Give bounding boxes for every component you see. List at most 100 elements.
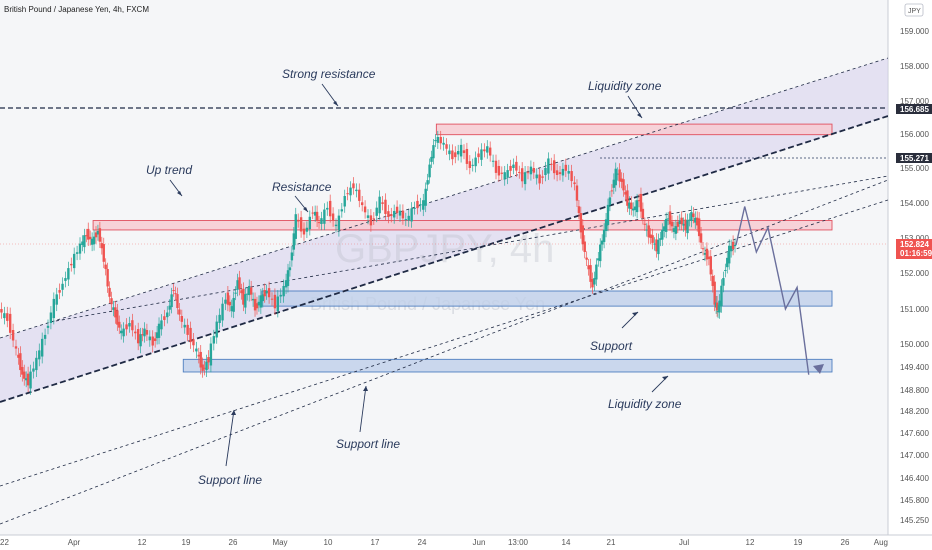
candle-body — [372, 218, 376, 220]
candle-body — [387, 211, 390, 217]
candle-body — [87, 228, 90, 240]
price-tick-label: 149.400 — [900, 363, 929, 372]
candle-body — [70, 263, 73, 266]
candle-body — [267, 288, 271, 298]
candle-body — [561, 168, 565, 176]
zone-liquidity-bottom[interactable] — [182, 358, 833, 373]
candle-body — [168, 305, 171, 310]
candle-body — [729, 245, 733, 252]
label-liquidity-zone-top: Liquidity zone — [588, 79, 662, 93]
candle-body — [3, 313, 6, 319]
candle-body — [488, 147, 492, 156]
candle-body — [240, 290, 243, 294]
zone-resistance[interactable] — [92, 220, 833, 231]
candle-body — [567, 171, 570, 174]
candle-body — [426, 180, 429, 185]
candle-body — [535, 174, 538, 179]
candle-body — [624, 191, 627, 195]
uptrend-lower-line[interactable] — [0, 115, 888, 403]
level-badge-156685 — [896, 104, 932, 114]
candle-body — [630, 202, 633, 210]
candle-body — [381, 202, 384, 204]
candle-body — [328, 200, 332, 217]
candle-body — [134, 331, 137, 334]
candle-body — [67, 268, 70, 280]
time-axis-panel — [0, 535, 932, 550]
candle-body — [114, 307, 117, 318]
candle-body — [215, 321, 218, 338]
candle-body — [242, 288, 245, 305]
uptrend-upper-line[interactable] — [0, 57, 888, 339]
label-support: Support — [590, 339, 633, 353]
candle-body — [55, 294, 58, 305]
candle-body — [83, 235, 86, 248]
candle-body — [284, 280, 288, 288]
candle-body — [699, 233, 703, 243]
candle-body — [128, 323, 131, 327]
candle-body — [639, 193, 643, 212]
time-tick-label: Jul — [679, 538, 689, 547]
candle-body — [228, 301, 232, 306]
candle-body — [413, 207, 416, 209]
candle-body — [352, 183, 355, 189]
price-projection-path[interactable] — [735, 206, 810, 375]
candle-body — [663, 226, 666, 231]
candle-body — [471, 164, 474, 166]
candle-body — [544, 168, 547, 175]
uptrend-mid-line[interactable] — [49, 175, 888, 323]
candle-body — [523, 172, 527, 185]
candle-body — [459, 144, 463, 157]
candle-body — [311, 212, 314, 214]
candle-body — [608, 197, 612, 205]
candle-body — [378, 196, 381, 214]
candle-body — [456, 151, 460, 155]
candle-body — [205, 361, 208, 371]
candle-body — [641, 208, 645, 219]
zone-support[interactable] — [261, 290, 833, 307]
candle-body — [253, 298, 257, 311]
candle-body — [526, 172, 530, 174]
candle-body — [581, 225, 584, 245]
candle-body — [659, 238, 662, 240]
currency-badge[interactable] — [904, 3, 924, 17]
support-line-lower[interactable] — [0, 179, 888, 525]
candle-body — [575, 185, 579, 201]
candle-body — [125, 324, 128, 330]
candle-body — [282, 285, 285, 297]
candle-body — [404, 219, 408, 221]
candle-body — [35, 357, 38, 371]
candle-body — [500, 172, 504, 174]
time-tick-label: 24 — [418, 538, 427, 547]
candle-body — [595, 264, 598, 280]
candle-body — [96, 231, 100, 235]
zone-liquidity-top[interactable] — [435, 123, 833, 136]
candle-body — [690, 212, 693, 221]
price-tick-label: 148.200 — [900, 407, 929, 416]
candle-body — [221, 303, 224, 321]
candle-body — [626, 190, 629, 206]
candle-body — [428, 164, 431, 178]
candle-body — [491, 160, 495, 162]
candle-body — [585, 257, 588, 260]
candle-body — [635, 200, 639, 213]
candle-body — [538, 174, 541, 184]
candle-body — [139, 334, 142, 347]
price-tick-label: 145.800 — [900, 496, 929, 505]
price-tick-label: 147.000 — [900, 451, 929, 460]
candle-body — [248, 285, 251, 296]
candle-body — [480, 149, 483, 160]
candle-body — [674, 226, 678, 234]
candle-body — [434, 140, 437, 142]
candle-body — [49, 312, 53, 323]
candle-body — [176, 294, 179, 309]
candle-body — [653, 243, 656, 245]
candle-body — [192, 339, 195, 346]
candle-body — [651, 235, 654, 243]
candle-body — [424, 188, 427, 206]
candle-body — [664, 218, 668, 232]
candle-body — [323, 209, 326, 224]
time-tick-label: 17 — [371, 538, 380, 547]
candle-body — [249, 287, 253, 295]
candle-body — [558, 172, 562, 175]
